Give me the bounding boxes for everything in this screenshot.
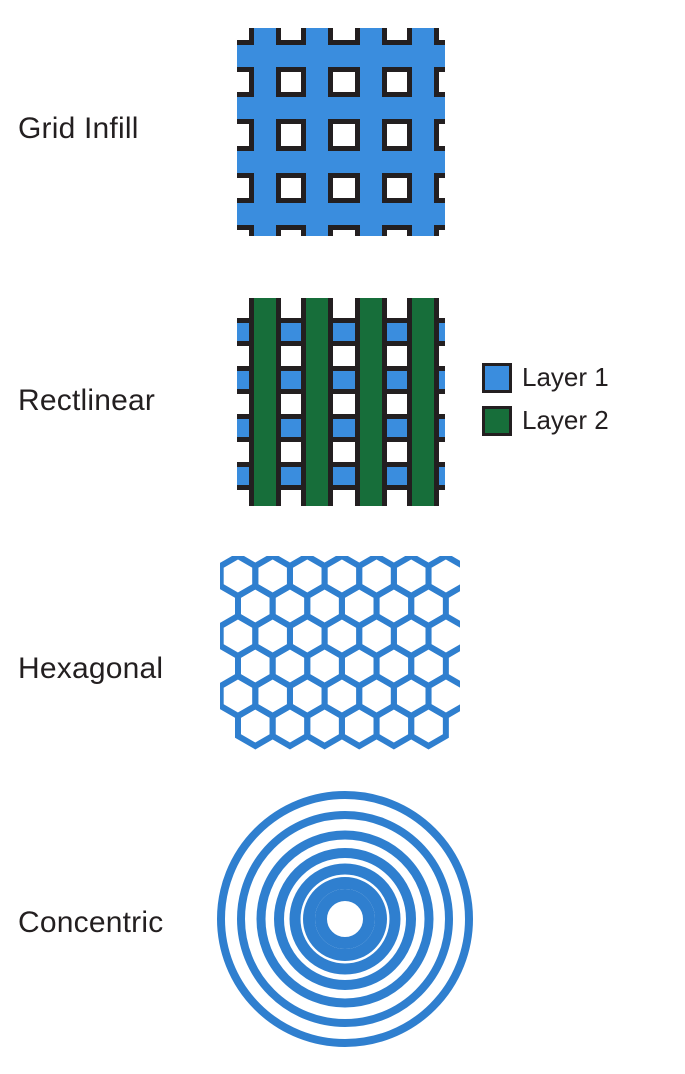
figure-page: Grid Infill Rectlinear Layer 1 Layer 2 H… <box>0 0 685 1074</box>
legend-label-layer2: Layer 2 <box>522 405 609 436</box>
label-rectlinear: Rectlinear <box>18 384 218 418</box>
diagram-hexagonal <box>220 556 460 770</box>
diagram-grid-infill <box>237 28 445 236</box>
legend-item-layer1: Layer 1 <box>482 362 662 393</box>
label-hexagonal: Hexagonal <box>18 652 218 686</box>
label-concentric: Concentric <box>18 906 218 940</box>
legend-label-layer1: Layer 1 <box>522 362 609 393</box>
legend: Layer 1 Layer 2 <box>482 362 662 448</box>
legend-swatch-layer1 <box>482 363 512 393</box>
label-grid-infill: Grid Infill <box>18 112 218 146</box>
legend-item-layer2: Layer 2 <box>482 405 662 436</box>
legend-swatch-layer2 <box>482 406 512 436</box>
diagram-concentric <box>216 790 474 1048</box>
diagram-rectlinear <box>237 298 445 506</box>
